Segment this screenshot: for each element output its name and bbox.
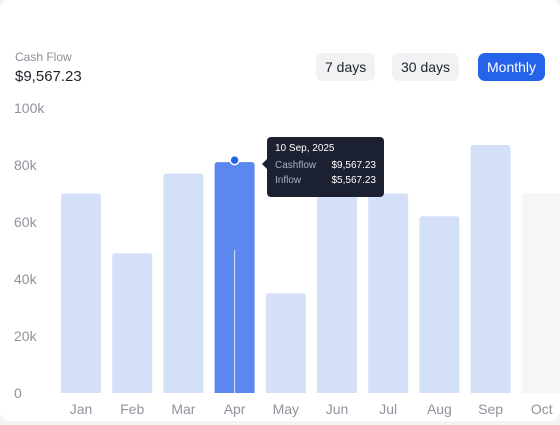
summary-value: $9,567.23: [15, 68, 82, 85]
chart-tooltip: 10 Sep, 2025 Cashflow $9,567.23 Inflow $…: [262, 137, 384, 197]
tooltip-row-label: Inflow: [275, 175, 302, 186]
tooltip-date: 10 Sep, 2025: [275, 143, 335, 154]
bar-jun[interactable]: [317, 187, 357, 393]
bar-aug[interactable]: [419, 216, 460, 393]
tooltip-row-value: $9,567.23: [331, 160, 377, 171]
range-monthly-button[interactable]: Monthly: [478, 53, 546, 81]
x-tick-label: Feb: [120, 401, 144, 417]
hover-point: [229, 154, 240, 166]
x-tick-label: Jul: [379, 401, 397, 417]
tooltip-arrow: [262, 159, 267, 169]
tooltip-row-label: Cashflow: [275, 160, 317, 171]
bar-oct[interactable]: [521, 193, 560, 394]
bar-sep[interactable]: [470, 145, 511, 393]
bar-may[interactable]: [265, 293, 306, 393]
bar-feb[interactable]: [112, 253, 153, 393]
y-tick-label: 0: [14, 385, 22, 401]
x-tick-label: Oct: [531, 401, 553, 417]
x-tick-label: Sep: [478, 401, 503, 417]
tooltip-row-cashflow: Cashflow $9,567.23: [275, 160, 376, 171]
x-tick-label: Apr: [224, 401, 246, 417]
x-tick-label: Aug: [427, 401, 452, 417]
y-tick-label: 80k: [14, 157, 38, 173]
range-7-days-button[interactable]: 7 days: [316, 53, 376, 81]
y-tick-label: 60k: [14, 214, 38, 230]
bar-jul[interactable]: [368, 193, 409, 394]
x-tick-label: Jan: [70, 401, 93, 417]
y-tick-label: 100k: [14, 100, 45, 116]
x-tick-label: Jun: [326, 401, 349, 417]
range-30-days-button[interactable]: 30 days: [392, 53, 460, 81]
y-tick-label: 40k: [14, 271, 38, 287]
y-tick-label: 20k: [14, 328, 38, 344]
x-tick-label: Mar: [171, 401, 195, 417]
bar-mar[interactable]: [163, 173, 204, 393]
summary-label: Cash Flow: [15, 50, 72, 64]
tooltip-row-inflow: Inflow $5,567.23: [275, 175, 376, 186]
tooltip-row-value: $5,567.23: [331, 175, 377, 186]
x-tick-label: May: [273, 401, 299, 417]
bar-jan[interactable]: [61, 193, 101, 394]
